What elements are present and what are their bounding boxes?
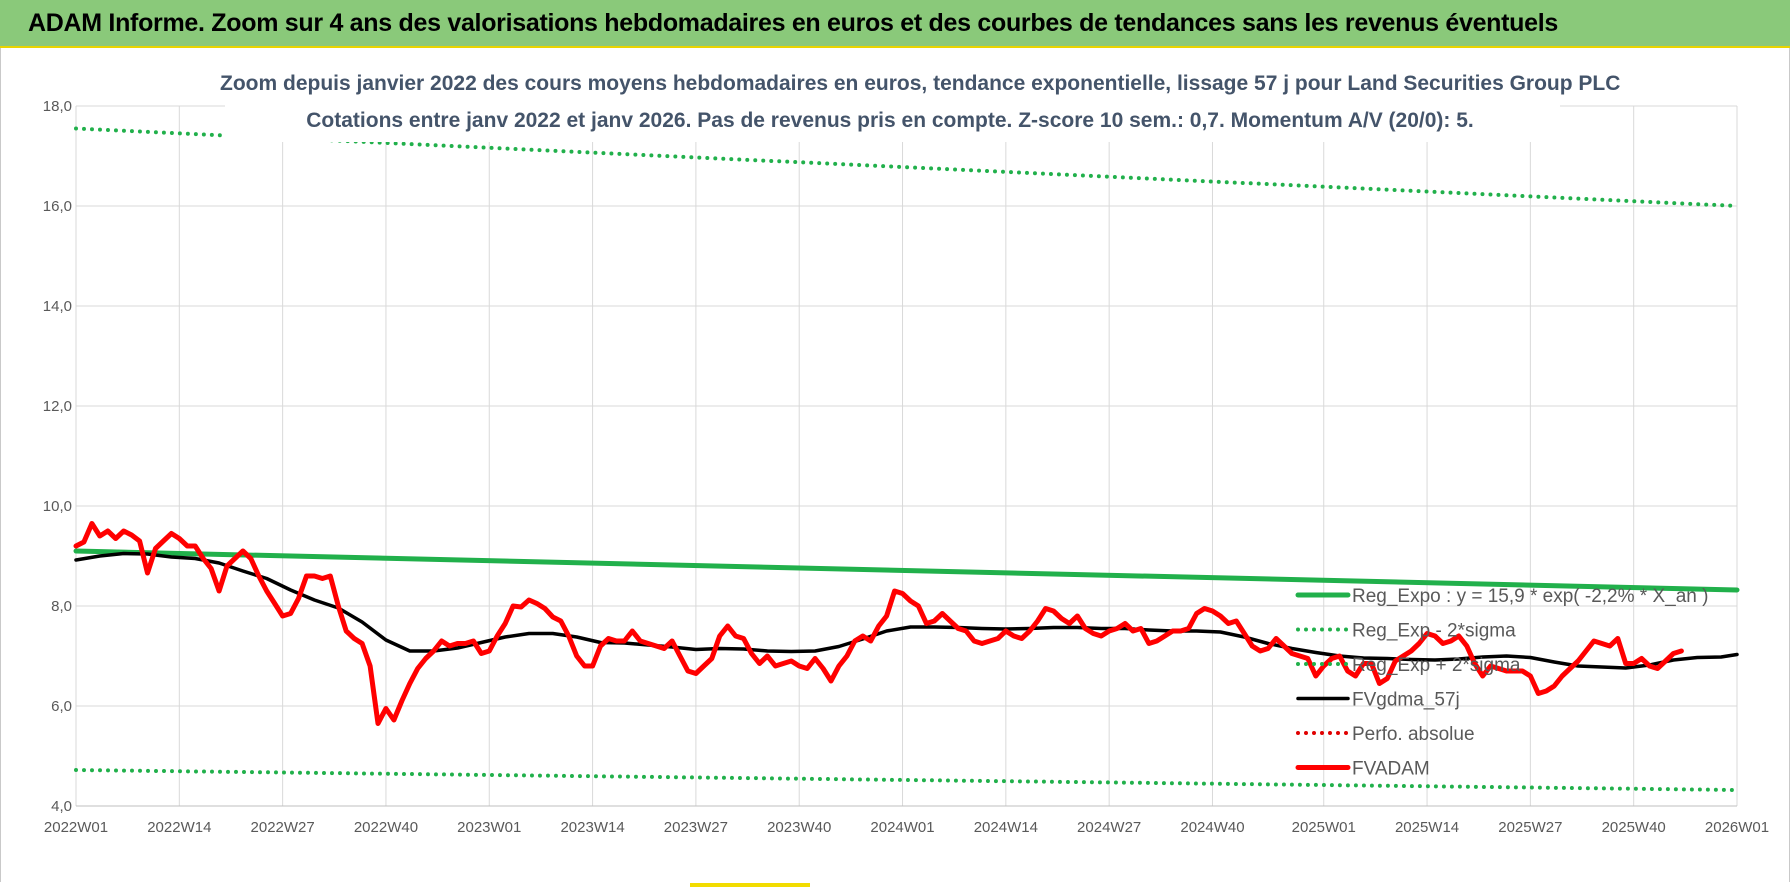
legend-label: Reg_Exp + 2*sigma [1352,655,1521,676]
series-line [74,551,1739,670]
x-tick-label: 2025W40 [1602,819,1666,836]
x-tick-label: 2022W40 [354,819,418,836]
series-line [73,521,1684,726]
bottom-accent-mark [690,883,810,887]
series-line [74,768,1739,792]
y-tick-label: 8,0 [51,598,72,615]
x-tick-label: 2023W01 [457,819,521,836]
report-header-title: ADAM Informe. Zoom sur 4 ans des valoris… [28,9,1558,37]
series-line [73,548,1740,593]
chart-subtitle: Cotations entre janv 2022 et janv 2026. … [306,109,1474,132]
x-tick-label: 2024W27 [1077,819,1141,836]
legend-label: FVgdma_57j [1352,690,1460,711]
x-tick-label: 2026W01 [1705,819,1769,836]
legend-label: FVADAM [1352,759,1430,780]
legend-label: Reg_Exp - 2*sigma [1352,621,1516,642]
bottom-edge [0,882,1790,887]
x-tick-label: 2023W14 [560,819,624,836]
y-tick-label: 16,0 [43,198,72,215]
chart-title-background [225,66,1560,142]
x-tick-label: 2025W01 [1292,819,1356,836]
y-tick-label: 6,0 [51,698,72,715]
x-tick-label: 2022W14 [147,819,211,836]
y-axis-ticks: 4,0 6,0 8,0 10,0 12,0 14,0 16,0 18,0 [43,98,72,815]
y-tick-label: 14,0 [43,298,72,315]
chart-series [73,126,1740,792]
y-tick-label: 18,0 [43,98,72,115]
x-tick-label: 2024W14 [974,819,1038,836]
report-header-bar: ADAM Informe. Zoom sur 4 ans des valoris… [0,0,1790,46]
x-tick-label: 2023W40 [767,819,831,836]
chart-title: Zoom depuis janvier 2022 des cours moyen… [220,72,1621,95]
x-tick-label: 2025W27 [1498,819,1562,836]
chart-legend: Reg_Expo : y = 15,9 * exp( -2,2% * X_an … [1295,586,1708,780]
y-tick-label: 12,0 [43,398,72,415]
legend-label: Perfo. absolue [1352,724,1475,745]
chart-gridlines [75,105,1738,807]
y-tick-label: 4,0 [51,798,72,815]
x-tick-label: 2025W14 [1395,819,1459,836]
legend-label: Reg_Expo : y = 15,9 * exp( -2,2% * X_an … [1352,586,1708,607]
x-tick-label: 2024W40 [1180,819,1244,836]
x-tick-label: 2023W27 [664,819,728,836]
x-tick-label: 2024W01 [870,819,934,836]
x-tick-label: 2022W01 [44,819,108,836]
x-axis-ticks: 2022W01 2022W14 2022W27 2022W40 2023W01 2023W… [44,819,1769,836]
y-tick-label: 10,0 [43,498,72,515]
x-tick-label: 2022W27 [251,819,315,836]
series-line [74,126,1739,208]
header-underline [0,46,1790,48]
